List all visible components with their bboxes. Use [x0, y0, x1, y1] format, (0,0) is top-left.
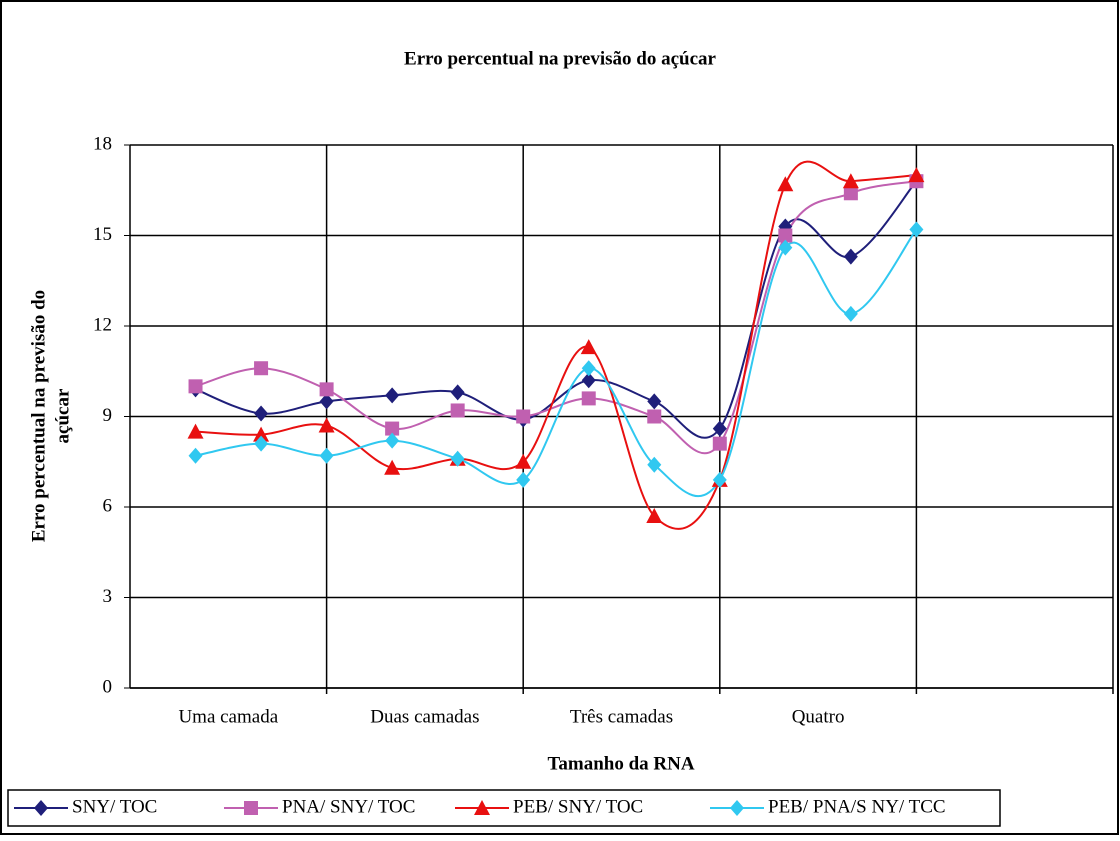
y-axis-label: Erro percentual na previsão do açúcar	[28, 290, 73, 542]
y-axis-label-line: açúcar	[52, 388, 73, 443]
x-tick-label: Quatro	[792, 706, 845, 727]
marker	[843, 186, 858, 201]
marker	[580, 339, 597, 355]
marker	[319, 382, 334, 397]
marker	[384, 459, 401, 475]
legend-marker	[730, 800, 744, 816]
marker	[712, 436, 727, 451]
y-tick-label: 18	[93, 133, 112, 154]
marker	[319, 447, 334, 464]
marker	[712, 420, 727, 437]
marker	[188, 379, 203, 394]
x-tick-label: Duas camadas	[370, 706, 479, 727]
y-tick-label: 6	[103, 495, 113, 516]
marker	[450, 450, 465, 467]
legend-marker	[474, 800, 490, 815]
y-tick-label: 9	[103, 405, 113, 426]
marker	[646, 508, 663, 524]
legend-marker	[34, 800, 48, 816]
marker	[515, 453, 532, 469]
marker	[778, 239, 793, 256]
marker	[516, 471, 531, 488]
legend-label: PNA/ SNY/ TOC	[282, 796, 415, 817]
marker	[385, 387, 400, 404]
marker	[253, 426, 270, 442]
marker	[581, 391, 596, 406]
marker	[385, 421, 400, 436]
marker	[254, 435, 269, 452]
marker	[254, 361, 269, 376]
y-tick-label: 0	[103, 676, 113, 697]
x-axis-label: Tamanho da RNA	[547, 753, 694, 774]
y-tick-label: 15	[93, 224, 112, 245]
marker	[647, 456, 662, 473]
legend-label: PEB/ PNA/S NY/ TCC	[768, 796, 946, 817]
marker	[778, 228, 793, 243]
marker	[318, 417, 335, 433]
marker	[385, 432, 400, 449]
marker	[450, 384, 465, 401]
marker	[712, 471, 727, 488]
y-axis-label-line: Erro percentual na previsão do	[28, 290, 49, 542]
marker	[843, 305, 858, 322]
x-tick-label: Três camadas	[570, 706, 673, 727]
marker	[319, 393, 334, 410]
y-tick-label: 3	[103, 586, 113, 607]
chart-title: Erro percentual na previsão do açúcar	[404, 48, 716, 69]
marker	[777, 176, 794, 192]
marker	[187, 423, 204, 439]
marker	[842, 173, 859, 189]
legend-marker	[244, 801, 258, 815]
marker	[254, 405, 269, 422]
marker	[581, 372, 596, 389]
marker	[188, 447, 203, 464]
marker	[450, 403, 465, 418]
legend-label: PEB/ SNY/ TOC	[513, 796, 643, 817]
x-tick-label: Uma camada	[178, 706, 278, 727]
marker	[909, 221, 924, 238]
marker	[843, 248, 858, 265]
marker	[647, 393, 662, 410]
marker	[516, 409, 531, 424]
marker	[908, 167, 925, 183]
y-tick-label: 12	[93, 314, 112, 335]
marker	[581, 360, 596, 377]
legend-label: SNY/ TOC	[72, 796, 157, 817]
marker	[647, 409, 662, 424]
